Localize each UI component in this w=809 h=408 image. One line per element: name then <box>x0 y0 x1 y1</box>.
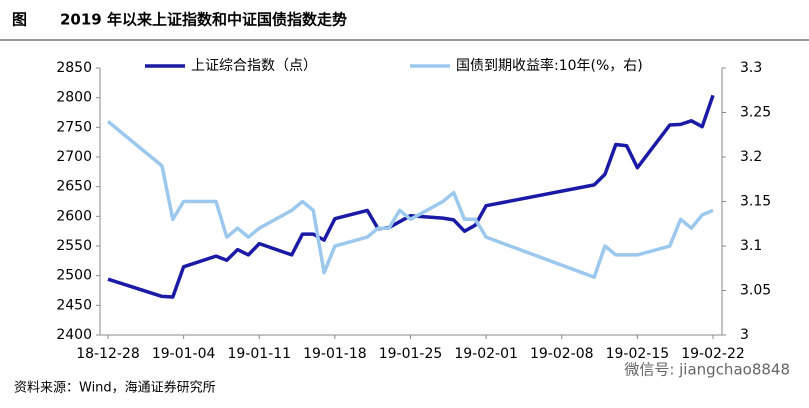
y2-tick-label: 3 <box>740 327 749 343</box>
y-tick-label: 2750 <box>56 119 92 135</box>
x-tick-label: 19-02-01 <box>454 346 518 362</box>
legend-label: 国债到期收益率:10年(%，右) <box>456 57 643 74</box>
figure-label: 图 <box>12 11 27 29</box>
line <box>106 120 714 279</box>
chart-title: 2019 年以来上证指数和中证国债指数走势 <box>60 11 347 29</box>
y-tick-label: 2450 <box>56 297 92 313</box>
y-tick-label: 2850 <box>56 60 92 76</box>
y-tick-label: 2500 <box>56 268 92 284</box>
x-tick-label: 19-01-11 <box>227 346 291 362</box>
y-tick-label: 2800 <box>56 90 92 106</box>
y-tick-label: 2700 <box>56 149 92 165</box>
y2-tick-label: 3.15 <box>740 194 771 210</box>
y2-tick-label: 3.2 <box>740 149 762 165</box>
line <box>107 94 715 299</box>
watermark: 微信号: jiangchao8848 <box>624 361 790 379</box>
source: 资料来源：Wind，海通证券研究所 <box>14 380 216 396</box>
legend-label: 上证综合指数（点） <box>191 58 317 74</box>
x-tick-label: 19-02-15 <box>606 346 670 362</box>
y2-tick-label: 3.1 <box>740 238 762 254</box>
x-tick-label: 19-02-22 <box>681 346 745 362</box>
y2-tick-label: 3.25 <box>740 105 771 121</box>
x-tick-label: 19-01-25 <box>379 346 443 362</box>
x-tick-label: 19-01-18 <box>303 346 367 362</box>
x-tick-label: 19-01-04 <box>152 346 216 362</box>
y2-tick-label: 3.05 <box>740 283 771 299</box>
y-tick-label: 2400 <box>56 327 92 343</box>
x-tick-label: 19-02-08 <box>530 346 594 362</box>
y-tick-label: 2650 <box>56 179 92 195</box>
y2-tick-label: 3.3 <box>740 60 762 76</box>
y-tick-label: 2600 <box>56 208 92 224</box>
x-tick-label: 18-12-28 <box>76 346 140 362</box>
y-tick-label: 2550 <box>56 238 92 254</box>
